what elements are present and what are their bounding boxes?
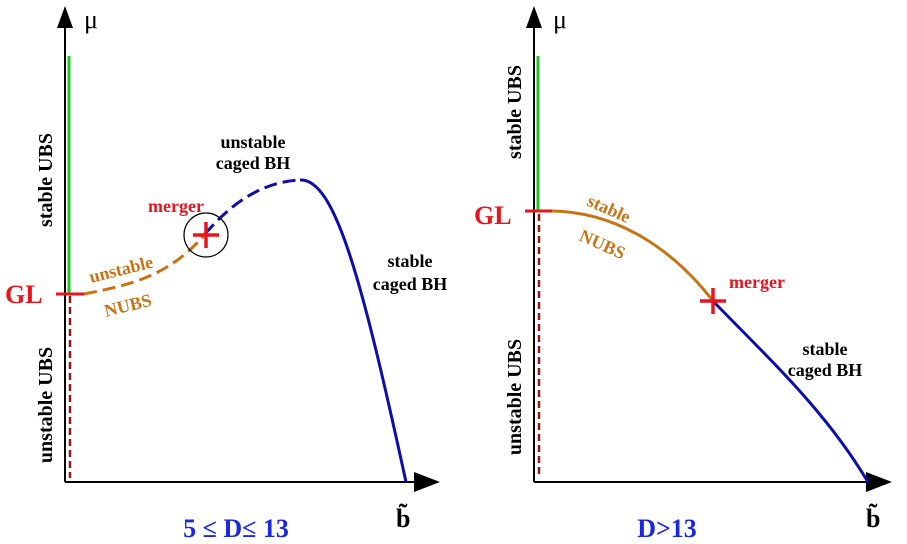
- right-x-axis-label: b̃: [866, 504, 880, 533]
- right-stable-ubs-label: stable UBS: [504, 65, 526, 159]
- right-stable-bh-label-line1: stable: [803, 339, 848, 359]
- right-y-axis-arrowhead: [526, 6, 542, 28]
- left-unstable-bh-label-line1: unstable: [220, 132, 285, 152]
- right-nubs-curve: [551, 209, 715, 302]
- left-stable-bh-label-line2: caged BH: [373, 274, 448, 294]
- right-unstable-ubs-label: unstable UBS: [504, 339, 526, 455]
- left-unstable-caged-bh-curve: [203, 178, 301, 235]
- right-caption: D>13: [637, 514, 697, 543]
- left-merger-label: merger: [148, 196, 204, 216]
- right-nubs-name-label: NUBS: [576, 225, 628, 263]
- left-unstable-bh-label-line2: caged BH: [216, 153, 291, 173]
- left-panel: μ b̃ stable UBS unstable UBS GL merger u…: [5, 5, 447, 543]
- left-stable-caged-bh-curve: [299, 178, 408, 483]
- left-x-axis-label: b̃: [396, 504, 410, 533]
- right-merger-cross: [700, 288, 726, 314]
- right-x-axis-arrowhead: [866, 472, 892, 492]
- left-x-axis-arrowhead: [414, 472, 440, 492]
- right-panel: μ b̃ stable UBS unstable UBS GL merger s…: [474, 5, 892, 543]
- left-merger-cross: [193, 222, 219, 248]
- left-nubs-name-label: NUBS: [102, 290, 153, 321]
- left-y-axis-arrowhead: [57, 6, 73, 28]
- left-gl-label: GL: [5, 280, 43, 309]
- left-nubs-state-label: unstable: [87, 252, 155, 287]
- left-stable-ubs-label: stable UBS: [35, 133, 57, 227]
- right-gl-label: GL: [474, 201, 512, 230]
- left-y-axis-label: μ: [84, 5, 98, 34]
- right-stable-caged-bh-curve: [711, 299, 870, 483]
- right-stable-bh-label-line2: caged BH: [788, 360, 863, 380]
- left-unstable-ubs-label: unstable UBS: [35, 347, 57, 463]
- right-y-axis-label: μ: [553, 5, 567, 34]
- left-caption: 5 ≤ D≤ 13: [183, 514, 289, 543]
- left-stable-bh-label-line1: stable: [388, 251, 433, 271]
- right-merger-label: merger: [729, 272, 785, 292]
- left-nubs-curve: [83, 233, 207, 296]
- left-merger-circle: [183, 212, 229, 258]
